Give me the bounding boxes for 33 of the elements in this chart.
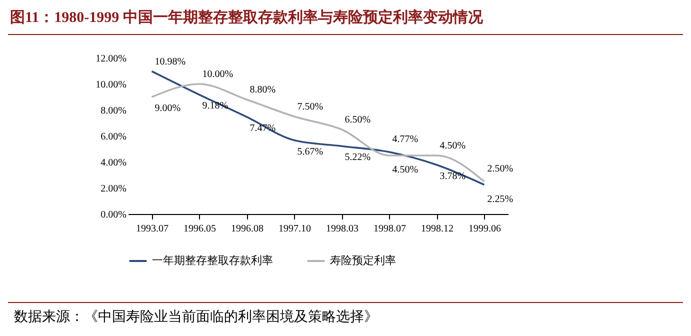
source-note: 数据来源：《中国寿险业当前面临的利率困境及策略选择》 — [14, 308, 378, 326]
y-tick-label: 6.00% — [100, 132, 126, 142]
data-label: 6.50% — [344, 114, 371, 126]
y-tick-label: 8.00% — [100, 106, 126, 116]
chart-title: 图11：1980-1999 中国一年期整存整取存款利率与寿险预定利率变动情况 — [10, 8, 483, 27]
x-tick-label: 1996.08 — [231, 224, 264, 234]
data-label: 10.98% — [154, 56, 186, 68]
data-label: 5.22% — [344, 152, 371, 164]
data-label: 3.78% — [440, 170, 466, 182]
x-tick-label: 1996.05 — [184, 224, 216, 234]
data-label: 4.50% — [440, 140, 466, 152]
x-tick-label: 1993.07 — [136, 224, 168, 234]
x-tick-label: 1998.03 — [326, 224, 358, 234]
y-tick-label: 12.00% — [96, 54, 126, 64]
data-label: 2.50% — [487, 164, 514, 174]
data-label: 10.00% — [202, 69, 234, 80]
legend-label: 一年期整存整取存款利率 — [152, 254, 273, 267]
x-tick-label: 1998.12 — [421, 224, 454, 234]
data-label: 2.25% — [487, 194, 514, 205]
data-label: 5.67% — [297, 146, 324, 158]
y-tick-label: 10.00% — [96, 80, 126, 90]
data-label: 7.50% — [297, 102, 324, 112]
y-tick-label: 4.00% — [100, 158, 126, 168]
x-tick-label: 1999.06 — [468, 224, 501, 234]
data-label: 4.50% — [392, 164, 418, 176]
legend-label: 寿险预定利率 — [330, 254, 396, 267]
data-label: 8.80% — [250, 84, 276, 96]
x-tick-label: 1997.10 — [278, 224, 311, 234]
x-tick-label: 1998.07 — [374, 224, 406, 234]
y-tick-label: 0.00% — [100, 210, 126, 220]
y-tick-label: 2.00% — [100, 184, 126, 194]
data-label: 4.77% — [392, 134, 418, 145]
data-label: 9.00% — [154, 103, 181, 114]
